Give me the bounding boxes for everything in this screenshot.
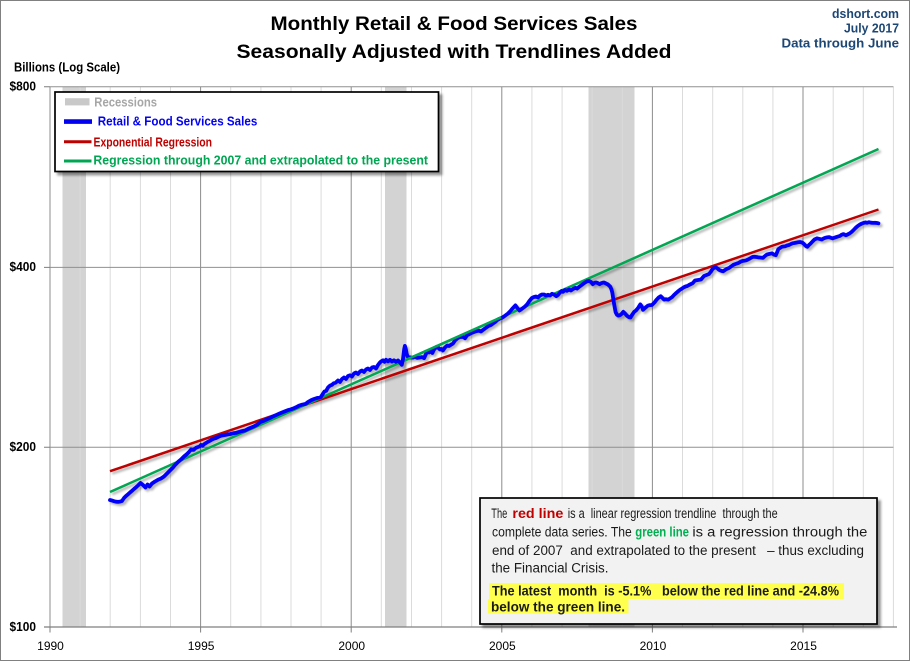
svg-text:The latest month is -5.1%: The latest month is -5.1% below the red … <box>492 584 839 599</box>
svg-text:The: The <box>491 506 507 521</box>
svg-text:Data through June: Data through June <box>782 37 900 51</box>
svg-text:1990: 1990 <box>37 639 64 653</box>
svg-text:Retail & Food Services Sales: Retail & Food Services Sales <box>98 114 257 129</box>
svg-text:below the green line.: below the green line. <box>491 600 625 615</box>
svg-text:July 2017: July 2017 <box>844 22 899 36</box>
svg-text:2015: 2015 <box>790 639 817 653</box>
svg-text:the Financial Crisis.: the Financial Crisis. <box>492 560 609 575</box>
svg-text:Billions (Log Scale): Billions (Log Scale) <box>14 60 120 75</box>
svg-text:$800: $800 <box>10 80 37 94</box>
svg-text:end of 2007 and extrapolated: end of 2007 and extrapolated to the pres… <box>492 543 864 558</box>
svg-text:Regression through 2007 and ex: Regression through 2007 and extrapolated… <box>93 153 428 168</box>
svg-text:Seasonally Adjusted with Trend: Seasonally Adjusted with Trendlines Adde… <box>237 41 672 63</box>
svg-text:1995: 1995 <box>188 639 215 653</box>
svg-text:Exponential Regression: Exponential Regression <box>94 134 213 149</box>
svg-text:complete data series. The: complete data series. The <box>492 525 632 540</box>
svg-text:dshort.com: dshort.com <box>832 7 899 21</box>
svg-text:2000: 2000 <box>338 639 365 653</box>
svg-text:$100: $100 <box>10 620 37 634</box>
svg-text:$200: $200 <box>10 440 37 454</box>
svg-text:red line: red line <box>512 506 563 521</box>
svg-text:$400: $400 <box>10 260 37 274</box>
svg-text:2005: 2005 <box>489 639 516 653</box>
svg-text:is a regression through the: is a regression through the <box>692 525 867 540</box>
svg-text:is a linear regression trendl: is a linear regression trendline through… <box>568 506 778 521</box>
svg-text:Recessions: Recessions <box>94 94 157 109</box>
svg-text:2010: 2010 <box>640 639 667 653</box>
svg-text:green line: green line <box>635 525 689 540</box>
svg-text:Monthly Retail & Food Services: Monthly Retail & Food Services Sales <box>271 13 638 35</box>
